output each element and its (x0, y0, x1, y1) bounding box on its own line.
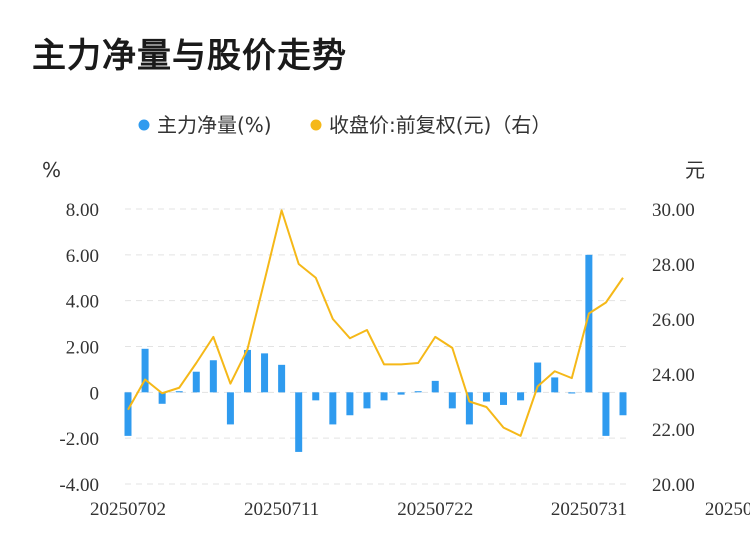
bar (619, 392, 627, 416)
y-left-tick-label: -4.00 (59, 475, 99, 496)
legend-marker-close-price (310, 119, 322, 131)
y-right-tick-label: 20.00 (652, 475, 695, 496)
legend-marker-net-volume (138, 119, 150, 131)
price-line (127, 209, 624, 437)
bar (551, 377, 559, 393)
x-tick-label: 20250722 (397, 499, 473, 520)
bar (175, 391, 183, 393)
bar (585, 254, 593, 393)
bar (124, 392, 132, 436)
bar (448, 392, 456, 409)
legend-label-close-price: 收盘价:前复权(元)（右） (329, 113, 551, 137)
y-left-unit: % (42, 158, 61, 182)
y-left-tick-label: 6.00 (66, 246, 99, 267)
bar (465, 392, 473, 425)
bar (141, 348, 149, 393)
bar (534, 362, 542, 393)
bar (261, 353, 269, 393)
bar (243, 349, 251, 393)
y-left-tick-label: 0 (90, 383, 100, 404)
y-left-tick-label: 2.00 (66, 338, 99, 359)
x-tick-label: 20250702 (90, 499, 166, 520)
bar (517, 392, 525, 401)
bar (397, 392, 405, 395)
bar (346, 392, 354, 416)
y-left-tick-label: -2.00 (59, 429, 99, 450)
y-right-tick-label: 24.00 (652, 365, 695, 386)
x-tick-label: 20250811 (705, 499, 750, 520)
y-right-tick-label: 22.00 (652, 420, 695, 441)
page-title: 主力净量与股价走势 (32, 36, 347, 76)
bar (380, 392, 388, 401)
y-right-unit: 元 (685, 158, 705, 182)
bar (500, 392, 508, 405)
y-right-tick-label: 28.00 (652, 255, 695, 276)
bar (226, 392, 234, 425)
bar (312, 392, 320, 401)
bar (568, 392, 576, 394)
bar (482, 392, 490, 402)
bar (209, 360, 217, 393)
bar (431, 380, 439, 393)
bar (192, 371, 200, 393)
y-left-tick-label: 4.00 (66, 292, 99, 313)
bar (158, 392, 166, 404)
y-left-tick-label: 8.00 (66, 200, 99, 221)
x-tick-label: 20250731 (551, 499, 627, 520)
bar (414, 391, 422, 393)
bar (278, 364, 286, 393)
y-right-tick-label: 30.00 (652, 200, 695, 221)
bar (363, 392, 371, 409)
bar (329, 392, 337, 425)
bar (602, 392, 610, 436)
bar (295, 392, 303, 452)
x-tick-label: 20250711 (244, 499, 319, 520)
legend-label-net-volume: 主力净量(%) (157, 113, 272, 137)
y-right-tick-label: 26.00 (652, 310, 695, 331)
